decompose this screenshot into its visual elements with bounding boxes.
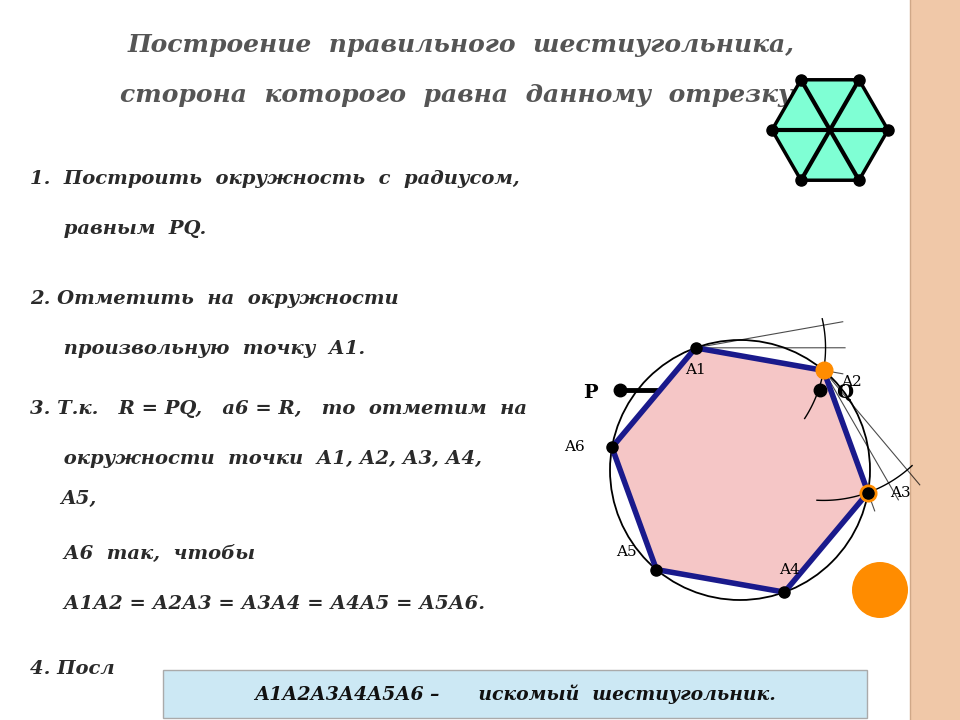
Text: Q: Q [836,384,853,402]
Text: P: P [583,384,597,402]
Text: 3. Т.к.   R = PQ,   а6 = R,   то  отметим  на: 3. Т.к. R = PQ, а6 = R, то отметим на [30,400,527,418]
Text: A2: A2 [841,375,862,390]
Text: А5,: А5, [60,490,96,508]
Text: окружности  точки  А1, А2, А3, А4,: окружности точки А1, А2, А3, А4, [30,450,482,468]
Text: 2. Отметить  на  окружности: 2. Отметить на окружности [30,290,398,308]
Text: А1А2 = А2А3 = А3А4 = А4А5 = А5А6.: А1А2 = А2А3 = А3А4 = А4А5 = А5А6. [30,595,485,613]
Text: А1А2А3А4А5А6 –      искомый  шестиугольник.: А1А2А3А4А5А6 – искомый шестиугольник. [254,684,776,703]
Text: A4: A4 [780,563,800,577]
Text: А6  так,  чтобы: А6 так, чтобы [30,545,255,563]
Text: A6: A6 [564,441,585,454]
Text: произвольную  точку  А1.: произвольную точку А1. [30,340,365,358]
Text: Построение  правильного  шестиугольника,: Построение правильного шестиугольника, [128,33,794,57]
Polygon shape [772,80,888,180]
Text: A5: A5 [616,544,636,559]
Circle shape [852,562,908,618]
Text: A1: A1 [685,363,706,377]
Text: 4. Посл: 4. Посл [30,660,114,678]
Text: A3: A3 [890,485,910,500]
Polygon shape [612,348,868,592]
Text: 1.  Построить  окружность  с  радиусом,: 1. Построить окружность с радиусом, [30,170,519,188]
FancyBboxPatch shape [163,670,867,718]
Text: сторона  которого  равна  данному  отрезку.: сторона которого равна данному отрезку. [120,83,802,107]
Bar [910,0,960,720]
Text: равным  PQ.: равным PQ. [30,220,206,238]
